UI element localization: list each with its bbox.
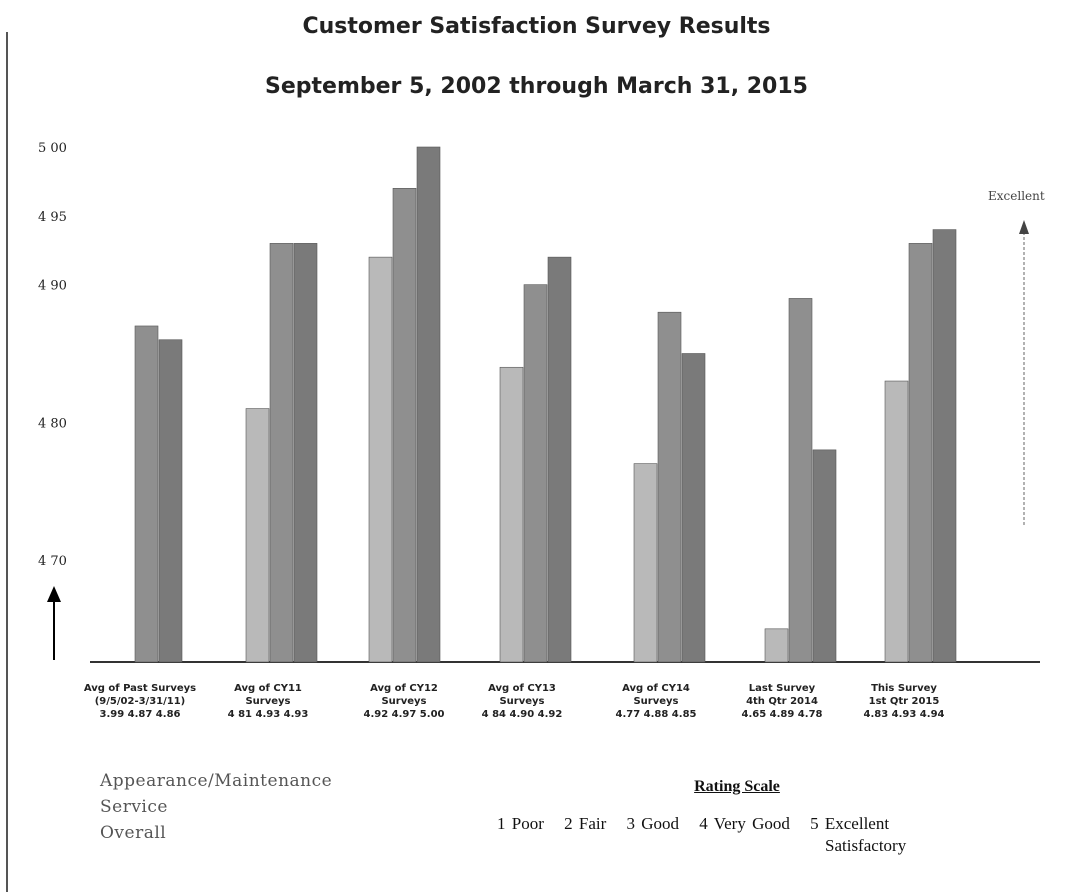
rating-satisfactory-note: Satisfactory: [825, 836, 907, 855]
category-values-label: 4.83 4.93 4.94: [864, 709, 945, 720]
legend-item-service: Service: [100, 797, 168, 817]
category-label: Avg of Past Surveys: [84, 683, 196, 694]
category-label: Surveys: [499, 696, 544, 707]
rating-1-poor: 1 Poor: [497, 814, 544, 833]
bar-overall: [293, 243, 318, 663]
left-border-line: [6, 32, 8, 892]
rating-scale: Rating Scale 1 Poor 2 Fair 3 Good 4 Very…: [497, 778, 1017, 856]
category-values-label: 4.92 4.97 5.00: [364, 709, 445, 720]
category-label: Last Survey: [749, 683, 816, 694]
excellent-arrow-head: [1019, 220, 1029, 234]
bar-overall: [812, 449, 837, 663]
category-values-label: 4.65 4.89 4.78: [742, 709, 823, 720]
rating-scale-title: Rating Scale: [694, 778, 780, 795]
category-label: Surveys: [381, 696, 426, 707]
category-label: 1st Qtr 2015: [869, 696, 940, 707]
category-label: 4th Qtr 2014: [746, 696, 818, 707]
bar-overall: [416, 146, 441, 663]
legend-item-appearance: Appearance/Maintenance: [100, 771, 333, 791]
excellent-label: Excellent: [988, 189, 1045, 203]
y-tick-label: 4 70: [38, 554, 67, 569]
bar-appearance: [633, 463, 658, 663]
y-tick-label: 4 90: [38, 279, 67, 294]
category-label: Avg of CY11: [234, 683, 302, 694]
y-tick-label: 4 95: [38, 210, 67, 225]
category-label: Surveys: [633, 696, 678, 707]
y-up-arrow-head: [47, 586, 61, 602]
rating-3-good: 3 Good: [626, 814, 680, 833]
category-label: Avg of CY14: [622, 683, 690, 694]
bar-service: [788, 298, 813, 663]
category-label: This Survey: [871, 683, 937, 694]
category-label: Avg of CY12: [370, 683, 438, 694]
bar-overall: [547, 256, 572, 663]
bar-service: [269, 243, 294, 663]
bar-chart: 5 00 4 95 4 90 4 80 4 70 Excellent Avg of Past…: [38, 141, 1045, 720]
category-values-label: 3.99 4.87 4.86: [100, 709, 181, 720]
bar-appearance: [245, 408, 270, 663]
category-label: Surveys: [245, 696, 290, 707]
y-tick-label: 5 00: [38, 141, 67, 156]
category-label: Avg of CY13: [488, 683, 556, 694]
bar-service: [523, 284, 548, 663]
bar-service: [134, 325, 159, 663]
bar-service: [657, 311, 682, 663]
bar-overall: [932, 229, 957, 663]
bar-service: [392, 188, 417, 663]
y-tick-label: 4 80: [38, 416, 67, 431]
rating-4-very-good: 4 Very Good: [699, 814, 790, 833]
category-label: (9/5/02-3/31/11): [95, 696, 186, 707]
legend-item-overall: Overall: [100, 823, 167, 843]
category-values-label: 4 81 4.93 4.93: [228, 709, 309, 720]
bar-appearance: [884, 380, 909, 663]
category-values-label: 4.77 4.88 4.85: [616, 709, 697, 720]
rating-5-excellent: 5 Excellent: [810, 814, 890, 833]
category-values-label: 4 84 4.90 4.92: [482, 709, 563, 720]
legend: Appearance/Maintenance Service Overall: [100, 768, 332, 846]
bar-appearance: [499, 366, 524, 663]
bar-service: [908, 243, 933, 663]
bar-overall: [681, 353, 706, 663]
rating-2-fair: 2 Fair: [564, 814, 607, 833]
chart-subtitle: September 5, 2002 through March 31, 2015: [265, 74, 808, 99]
bar-overall: [158, 339, 183, 663]
bar-appearance: [368, 256, 393, 663]
rating-scale-items: 1 Poor 2 Fair 3 Good 4 Very Good 5 Excel…: [497, 814, 1017, 834]
bar-appearance: [764, 628, 789, 663]
chart-title: Customer Satisfaction Survey Results: [302, 14, 771, 39]
